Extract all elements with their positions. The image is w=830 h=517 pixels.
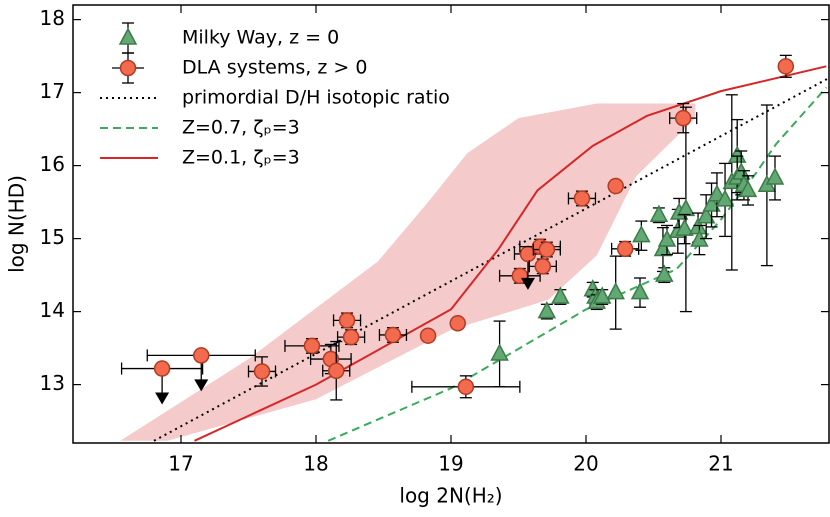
triangle-marker xyxy=(765,167,785,185)
legend-label: Z=0.7, ζₚ=3 xyxy=(182,117,300,139)
circle-marker xyxy=(449,315,466,332)
triangle-marker xyxy=(630,282,650,300)
limit-arrow xyxy=(155,392,170,405)
x-tick-label: 17 xyxy=(168,452,193,476)
y-tick-label: 18 xyxy=(40,6,65,30)
circle-marker xyxy=(303,337,321,355)
legend-marker xyxy=(119,59,137,77)
legend-label: Milky Way, z = 0 xyxy=(182,27,339,49)
circle-marker xyxy=(342,328,360,346)
circle-marker xyxy=(534,258,552,275)
triangle-marker xyxy=(702,194,721,212)
triangle-marker xyxy=(675,218,694,236)
circle-marker xyxy=(153,360,171,377)
limit-arrow xyxy=(194,379,209,392)
circle-marker xyxy=(777,58,795,75)
triangle-marker xyxy=(715,189,735,207)
triangle-marker xyxy=(551,286,570,304)
circle-marker xyxy=(419,327,437,344)
triangle-marker xyxy=(490,343,509,361)
triangle-marker xyxy=(732,162,751,180)
model-line xyxy=(153,77,829,442)
triangle-marker xyxy=(592,286,612,304)
circle-marker xyxy=(457,378,475,396)
y-tick-label: 15 xyxy=(40,225,65,249)
y-axis-label: log N(HD) xyxy=(5,175,29,273)
circle-marker xyxy=(538,241,556,258)
triangle-marker xyxy=(606,282,625,300)
legend-marker xyxy=(118,27,138,45)
y-tick-label: 17 xyxy=(40,79,65,103)
triangle-marker xyxy=(676,198,696,217)
y-tick-label: 16 xyxy=(40,152,65,176)
circle-marker xyxy=(328,362,345,379)
plot-area xyxy=(120,54,829,442)
triangle-marker xyxy=(655,264,674,282)
triangle-marker xyxy=(738,179,758,198)
x-tick-label: 19 xyxy=(438,452,463,476)
x-tick-label: 20 xyxy=(573,452,598,476)
legend-label: primordial D/H isotopic ratio xyxy=(182,87,450,109)
triangle-marker xyxy=(649,204,669,222)
circle-marker xyxy=(607,177,624,195)
circle-marker xyxy=(573,190,591,207)
circle-marker xyxy=(193,347,210,364)
circle-marker xyxy=(674,109,692,127)
triangle-marker xyxy=(657,229,677,247)
x-tick-label: 18 xyxy=(303,452,328,476)
y-tick-label: 13 xyxy=(40,371,65,395)
triangle-marker xyxy=(537,301,557,319)
y-tick-label: 14 xyxy=(40,298,65,322)
legend-label: DLA systems, z > 0 xyxy=(182,57,367,79)
triangle-marker xyxy=(632,225,651,243)
circle-marker xyxy=(384,326,402,344)
x-axis-label: log 2N(H₂) xyxy=(399,484,502,508)
triangle-marker xyxy=(696,206,716,224)
limit-arrow xyxy=(520,277,535,290)
circle-marker xyxy=(253,363,271,380)
circle-marker xyxy=(338,312,356,329)
circle-marker xyxy=(616,240,634,258)
x-tick-label: 21 xyxy=(708,452,733,476)
model-line xyxy=(194,65,827,442)
legend-label: Z=0.1, ζₚ=3 xyxy=(182,147,300,169)
